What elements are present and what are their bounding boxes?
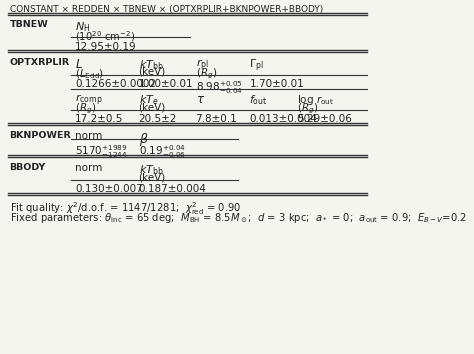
Text: 0.013±0.004: 0.013±0.004 [249, 114, 317, 124]
Text: $\beta$: $\beta$ [138, 131, 148, 148]
Text: (keV): (keV) [138, 67, 166, 77]
Text: CONSTANT × REDDEN × TBNEW × (OPTXRPLIR+BKNPOWER+BBODY): CONSTANT × REDDEN × TBNEW × (OPTXRPLIR+B… [9, 5, 323, 14]
Text: (keV): (keV) [138, 172, 166, 182]
Text: (keV): (keV) [138, 102, 166, 112]
Text: 12.95±0.19: 12.95±0.19 [75, 42, 137, 52]
Text: $(R_g)$: $(R_g)$ [297, 102, 318, 116]
Text: $kT_e$: $kT_e$ [138, 93, 158, 107]
Text: $kT_\mathrm{bb}$: $kT_\mathrm{bb}$ [138, 163, 163, 177]
Text: norm: norm [75, 131, 102, 141]
Text: Fit quality: $\chi^2$/d.o.f. = 1147/1281;  $\chi^2_\mathrm{red}$ = 0.90: Fit quality: $\chi^2$/d.o.f. = 1147/1281… [9, 200, 241, 217]
Text: $0.19^{+0.04}_{-0.06}$: $0.19^{+0.04}_{-0.06}$ [138, 143, 186, 160]
Text: TBNEW: TBNEW [9, 20, 48, 29]
Text: 17.2±0.5: 17.2±0.5 [75, 114, 124, 124]
Text: BKNPOWER: BKNPOWER [9, 131, 71, 140]
Text: BBODY: BBODY [9, 163, 46, 172]
Text: $(L_\mathrm{Edd})$: $(L_\mathrm{Edd})$ [75, 67, 104, 81]
Text: $L$: $L$ [75, 58, 83, 71]
Text: 0.187±0.004: 0.187±0.004 [138, 184, 207, 194]
Text: $\Gamma_\mathrm{pl}$: $\Gamma_\mathrm{pl}$ [249, 58, 264, 74]
Text: $5170^{+1989}_{-1244}$: $5170^{+1989}_{-1244}$ [75, 143, 128, 160]
Text: OPTXRPLIR: OPTXRPLIR [9, 58, 70, 67]
Text: 20.5±2: 20.5±2 [138, 114, 177, 124]
Text: $\log\, r_\mathrm{out}$: $\log\, r_\mathrm{out}$ [297, 93, 334, 107]
Text: $kT_\mathrm{bb}$: $kT_\mathrm{bb}$ [138, 58, 163, 72]
Text: $\tau$: $\tau$ [196, 93, 205, 106]
Text: Fixed parameters: $\theta_\mathrm{inc}$ = 65 deg;  $M_\mathrm{BH}$ = 8.5$M_\odot: Fixed parameters: $\theta_\mathrm{inc}$ … [9, 211, 466, 225]
Text: $r_\mathrm{pl}$: $r_\mathrm{pl}$ [196, 58, 209, 73]
Text: 5.29±0.06: 5.29±0.06 [297, 114, 352, 124]
Text: $(R_g)$: $(R_g)$ [196, 67, 217, 81]
Text: $r_\mathrm{comp}$: $r_\mathrm{comp}$ [75, 93, 103, 108]
Text: (10$^{20}$ cm$^{-2}$): (10$^{20}$ cm$^{-2}$) [75, 29, 136, 44]
Text: 7.8±0.1: 7.8±0.1 [196, 114, 237, 124]
Text: $N_\mathrm{H}$: $N_\mathrm{H}$ [75, 20, 91, 34]
Text: $f_\mathrm{out}$: $f_\mathrm{out}$ [249, 93, 268, 107]
Text: 1.00±0.01: 1.00±0.01 [138, 79, 193, 89]
Text: $8.98^{+0.05}_{-0.04}$: $8.98^{+0.05}_{-0.04}$ [196, 79, 243, 96]
Text: 0.130±0.007: 0.130±0.007 [75, 184, 143, 194]
Text: norm: norm [75, 163, 102, 173]
Text: 0.1266±0.0002: 0.1266±0.0002 [75, 79, 156, 89]
Text: $(R_g)$: $(R_g)$ [75, 102, 97, 116]
Text: 1.70±0.01: 1.70±0.01 [249, 79, 304, 89]
